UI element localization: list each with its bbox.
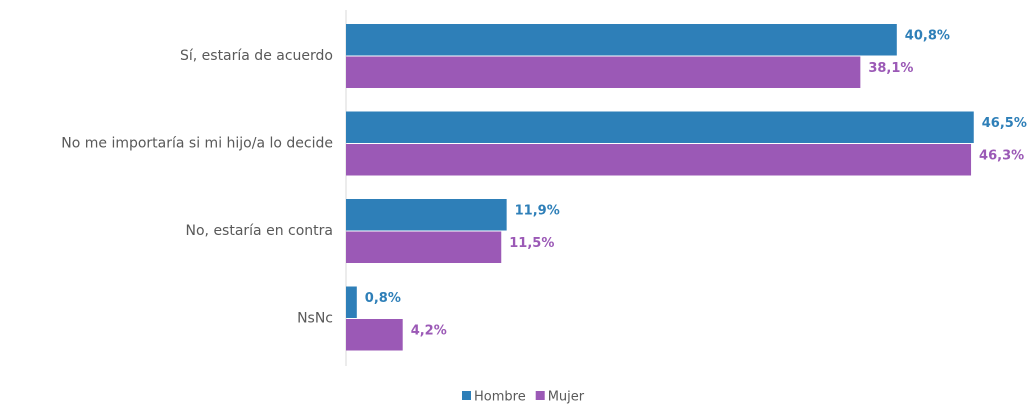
bar bbox=[346, 111, 974, 143]
category-label: NsNc bbox=[297, 310, 333, 326]
value-label: 38,1% bbox=[868, 61, 913, 76]
value-label: 46,5% bbox=[982, 116, 1027, 131]
legend-label: Hombre bbox=[474, 390, 526, 404]
bar bbox=[346, 24, 897, 56]
value-label: 0,8% bbox=[365, 291, 401, 306]
bar bbox=[346, 199, 507, 231]
bar bbox=[346, 144, 972, 176]
bar bbox=[346, 319, 403, 351]
legend-label: Mujer bbox=[548, 390, 585, 404]
bar bbox=[346, 286, 357, 318]
legend-swatch bbox=[535, 391, 545, 400]
value-label: 11,9% bbox=[515, 203, 560, 218]
value-label: 4,2% bbox=[411, 323, 447, 338]
value-label: 40,8% bbox=[905, 28, 950, 43]
category-label: Sí, estaría de acuerdo bbox=[180, 48, 333, 64]
value-label: 11,5% bbox=[509, 236, 554, 251]
bar bbox=[346, 56, 861, 88]
bar bbox=[346, 231, 502, 263]
legend-swatch bbox=[462, 391, 471, 400]
category-label: No, estaría en contra bbox=[186, 223, 334, 239]
value-label: 46,3% bbox=[979, 148, 1024, 163]
category-label: No me importaría si mi hijo/a lo decide bbox=[61, 135, 333, 151]
